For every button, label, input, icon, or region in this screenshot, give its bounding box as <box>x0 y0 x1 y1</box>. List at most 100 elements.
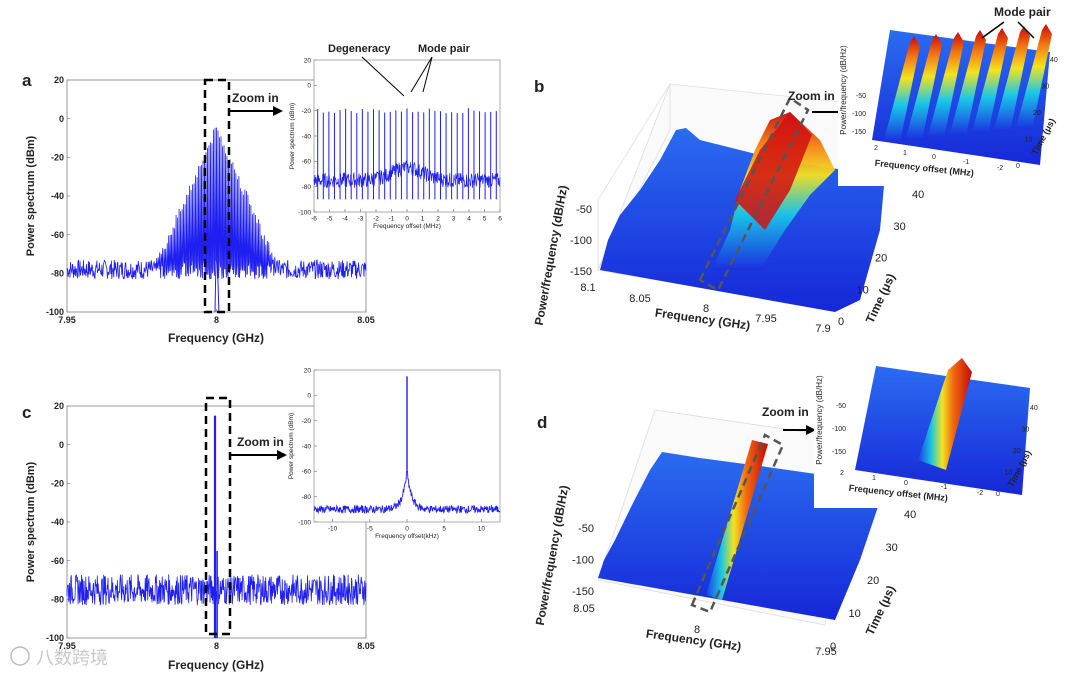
zoom-label-a: Zoom in <box>232 91 279 105</box>
inset-x-ticks-c: -10 -5 0 5 10 <box>328 519 485 533</box>
ytick-label: -100 <box>298 519 311 526</box>
tick-label: 10 <box>849 608 861 620</box>
x-ticks-d: 8.05 8 7.95 <box>573 603 836 658</box>
xtick-label: 8 <box>214 641 219 651</box>
xtick-label: 4 <box>467 216 471 223</box>
mode-pair-label-b: Mode pair <box>994 5 1051 19</box>
ytick-label: -80 <box>51 594 64 604</box>
watermark-logo-icon <box>10 646 30 666</box>
xtick-label: -5 <box>327 216 333 223</box>
watermark: 八数跨境 <box>10 646 108 668</box>
xtick-label: -10 <box>328 526 338 533</box>
xtick-label: 5 <box>483 216 487 223</box>
watermark-text: 八数跨境 <box>36 648 108 668</box>
tick-label: 10 <box>1025 137 1033 144</box>
ytick-label: -80 <box>302 494 312 501</box>
degeneracy-label: Degeneracy <box>328 43 391 55</box>
panel-label-d: d <box>537 413 547 432</box>
zoom-label-d: Zoom in <box>762 405 809 419</box>
tick-label: 30 <box>1042 84 1050 91</box>
tick-label: 40 <box>912 189 924 201</box>
xlabel-c: Frequency (GHz) <box>168 658 264 672</box>
degeneracy-arrow <box>361 56 405 97</box>
xtick-label: 6 <box>498 216 502 223</box>
xtick-label: -3 <box>358 216 364 223</box>
tick-label: -100 <box>572 555 594 567</box>
zoom-label-b: Zoom in <box>788 89 835 103</box>
tick-label: -100 <box>852 111 866 118</box>
ytick-label: -20 <box>51 152 64 162</box>
ytick-label: -100 <box>46 307 64 317</box>
inset-x-ticks-a: -6 -5 -4 -3 -2 -1 0 1 2 3 4 5 6 <box>311 209 502 223</box>
inset-ylabel-c: Power spectrum (dBm) <box>288 413 295 479</box>
zoom-box-b <box>698 96 810 292</box>
tick-label: 40 <box>904 509 916 521</box>
ytick-label: -40 <box>302 443 312 450</box>
tick-label: 8 <box>703 303 709 315</box>
tick-label: 0 <box>996 491 1000 498</box>
tick-label: 30 <box>886 542 898 554</box>
inset-ylabel-a: Power spectrum (dBm) <box>289 103 296 169</box>
xtick-label: 7.95 <box>58 315 76 325</box>
tick-label: 1 <box>872 475 876 482</box>
xtick-label: 8 <box>214 315 219 325</box>
tick-label: 0 <box>830 641 836 653</box>
ytick-label: -100 <box>46 633 64 643</box>
xlabel-a: Frequency (GHz) <box>168 331 264 345</box>
mode-pair-arrow-a1 <box>410 56 433 93</box>
ytick-label: -80 <box>302 184 312 191</box>
zoom-label-c: Zoom in <box>237 435 284 449</box>
ytick-label: -60 <box>302 159 312 166</box>
tick-label: 10 <box>1005 470 1013 477</box>
xtick-label: 0 <box>405 216 409 223</box>
ytick-label: -40 <box>51 191 64 201</box>
series-c <box>66 415 367 638</box>
tick-label: 7.9 <box>815 323 830 335</box>
ytick-label: 0 <box>59 440 64 450</box>
ytick-label: -80 <box>51 268 64 278</box>
mode-pair-label-a: Mode pair <box>418 43 471 55</box>
tick-label: -150 <box>852 129 866 136</box>
b-ridge-core <box>735 112 812 230</box>
tick-label: -50 <box>578 523 594 535</box>
mode-pair-ridge <box>972 28 1008 134</box>
tick-label: 8 <box>694 624 700 636</box>
series-a <box>66 127 367 313</box>
mode-pair-ridge <box>928 32 964 138</box>
tick-label: 40 <box>1050 57 1058 64</box>
tick-label: -1 <box>941 484 947 491</box>
tick-label: 8.05 <box>629 293 650 305</box>
xtick-label: -4 <box>342 216 348 223</box>
y-ticks-d: 0 10 20 30 40 <box>830 509 916 653</box>
mode-pair-arrow-b1 <box>981 21 1005 39</box>
xtick-label: -1 <box>389 216 395 223</box>
tick-label: -150 <box>832 449 846 456</box>
mode-pair-arrow-a2 <box>422 56 433 93</box>
xtick-label: 0 <box>405 526 409 533</box>
xtick-label: -2 <box>373 216 379 223</box>
inset-b-y-ticks: 0 10 20 30 40 <box>1016 57 1058 170</box>
inset-b-zlabel: Power/frequency (dB/Hz) <box>839 45 848 135</box>
tick-label: 20 <box>1033 110 1041 117</box>
xtick-label: 3 <box>452 216 456 223</box>
ytick-label: -60 <box>51 230 64 240</box>
zlabel-d: Power/frequency (dB/Hz) <box>533 484 571 626</box>
ylabel-b: Time (μs) <box>863 271 898 325</box>
spectrum-line-a <box>66 127 367 280</box>
inset-d-zlabel: Power/frequency (dB/Hz) <box>815 375 824 465</box>
panel-label-a: a <box>22 71 32 90</box>
tick-label: 2 <box>874 145 878 152</box>
ytick-label: -100 <box>298 209 311 216</box>
mode-pair-ridge <box>906 34 942 140</box>
y-ticks-c: 20 0 -20 -40 -60 -80 -100 <box>46 401 70 643</box>
b-backwall <box>597 82 671 271</box>
xtick-label: 7.95 <box>58 641 76 651</box>
xtick-label: -6 <box>311 216 317 223</box>
ylabel-d: Time (μs) <box>863 583 898 637</box>
xtick-label: -5 <box>367 526 373 533</box>
zoom-arrowhead-a <box>273 106 283 116</box>
d-surface <box>598 452 885 620</box>
tick-label: 2 <box>840 470 844 477</box>
tick-label: -50 <box>576 204 592 216</box>
